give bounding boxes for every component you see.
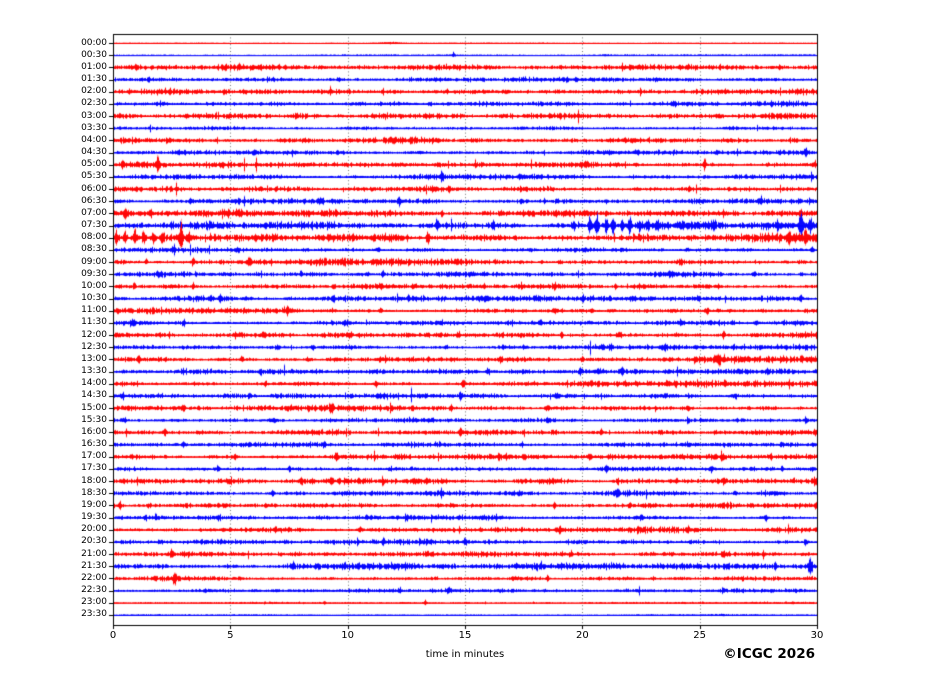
y-tick-label: 20:30 bbox=[81, 536, 107, 547]
y-tick-label: 14:30 bbox=[81, 390, 107, 401]
y-tick-label: 16:30 bbox=[81, 439, 107, 450]
y-tick-label: 22:30 bbox=[81, 585, 107, 596]
x-tick-label: 5 bbox=[227, 630, 234, 641]
y-tick-label: 16:00 bbox=[81, 426, 107, 437]
y-tick-label: 03:30 bbox=[81, 122, 107, 133]
y-tick-label: 18:00 bbox=[81, 475, 107, 486]
x-tick-label: 20 bbox=[575, 630, 589, 641]
y-tick-label: 04:30 bbox=[81, 147, 107, 158]
y-tick-label: 09:00 bbox=[81, 256, 107, 267]
y-tick-label: 17:30 bbox=[81, 463, 107, 474]
y-tick-label: 01:00 bbox=[81, 61, 107, 72]
y-tick-label: 06:30 bbox=[81, 195, 107, 206]
y-tick-label: 23:30 bbox=[81, 609, 107, 620]
y-tick-label: 10:30 bbox=[81, 293, 107, 304]
y-tick-label: 15:30 bbox=[81, 414, 107, 425]
y-tick-label: 00:30 bbox=[81, 49, 107, 60]
y-tick-label: 08:00 bbox=[81, 232, 107, 243]
y-tick-label: 21:00 bbox=[81, 548, 107, 559]
y-tick-label: 09:30 bbox=[81, 268, 107, 279]
y-tick-label: 04:00 bbox=[81, 134, 107, 145]
x-tick-label: 15 bbox=[458, 630, 472, 641]
y-tick-label: 19:00 bbox=[81, 499, 107, 510]
x-tick-label: 0 bbox=[109, 630, 117, 641]
y-tick-label: 13:30 bbox=[81, 366, 107, 377]
y-tick-label: 02:00 bbox=[81, 86, 107, 97]
y-tick-label: 20:00 bbox=[81, 524, 107, 535]
y-tick-label: 05:30 bbox=[81, 171, 107, 182]
y-tick-label: 03:00 bbox=[81, 110, 107, 121]
y-tick-label: 19:30 bbox=[81, 512, 107, 523]
y-tick-label: 02:30 bbox=[81, 98, 107, 109]
y-tick-label: 07:30 bbox=[81, 220, 107, 231]
x-tick-label: 10 bbox=[341, 630, 355, 641]
copyright-text: ©ICGC 2026 bbox=[723, 646, 815, 662]
y-tick-label: 05:00 bbox=[81, 159, 107, 170]
y-tick-label: 07:00 bbox=[81, 207, 107, 218]
y-tick-label: 18:30 bbox=[81, 487, 107, 498]
x-axis-title: time in minutes bbox=[425, 649, 505, 660]
y-tick-label: 12:30 bbox=[81, 341, 107, 352]
y-tick-label: 06:00 bbox=[81, 183, 107, 194]
y-tick-label: 08:30 bbox=[81, 244, 107, 255]
y-tick-label: 17:00 bbox=[81, 451, 107, 462]
x-tick-label: 30 bbox=[810, 630, 824, 641]
y-tick-label: 00:00 bbox=[81, 37, 107, 48]
y-tick-label: 14:00 bbox=[81, 378, 107, 389]
y-tick-label: 21:30 bbox=[81, 560, 107, 571]
y-tick-label: 15:00 bbox=[81, 402, 107, 413]
y-tick-label: 11:00 bbox=[81, 305, 107, 316]
y-tick-label: 12:00 bbox=[81, 329, 107, 340]
y-tick-label: 01:30 bbox=[81, 74, 107, 84]
y-tick-label: 10:00 bbox=[81, 280, 107, 291]
y-tick-label: 11:30 bbox=[81, 317, 107, 328]
y-tick-label: 13:00 bbox=[81, 353, 107, 364]
y-tick-label: 23:00 bbox=[81, 597, 107, 608]
y-tick-label: 22:00 bbox=[81, 572, 107, 583]
x-tick-label: 25 bbox=[693, 630, 707, 641]
